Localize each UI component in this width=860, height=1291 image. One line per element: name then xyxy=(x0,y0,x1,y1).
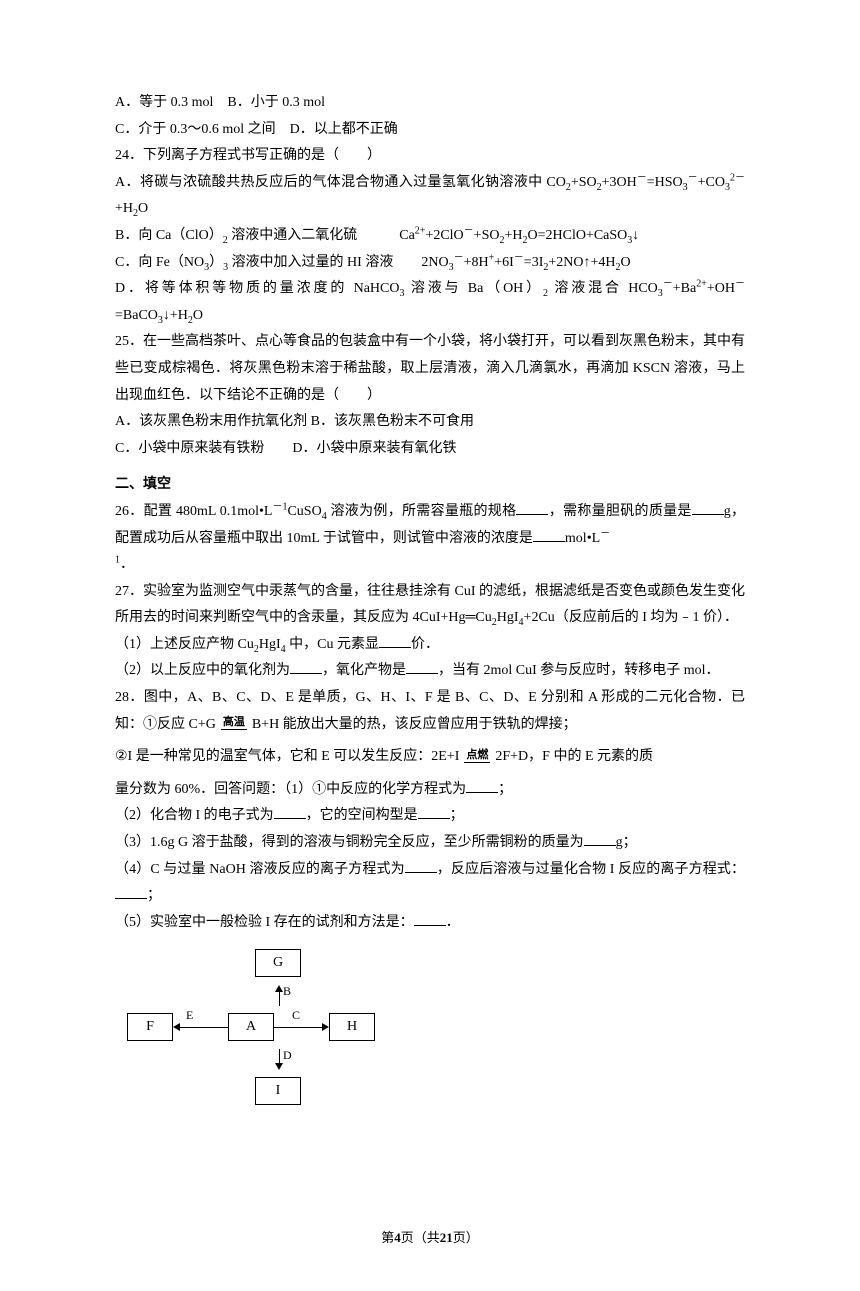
reaction-condition-high-temp: 高温 xyxy=(216,719,252,730)
q25-opt-a-b: A．该灰黑色粉末用作抗氧化剂 B．该灰黑色粉末不可食用 xyxy=(115,414,474,429)
node-f: F xyxy=(127,1013,173,1041)
blank xyxy=(516,500,548,515)
q26: 26．配置 480mL 0.1mol•L－1CuSO4 溶液为例，所需容量瓶的规… xyxy=(115,499,745,579)
q24: 24．下列离子方程式书写正确的是（ ） A．将碳与浓硫酸共热反应后的气体混合物通… xyxy=(115,143,745,329)
arrow-up-icon xyxy=(275,985,283,992)
section-2-title: 二、填空 xyxy=(115,472,745,499)
blank xyxy=(692,500,724,515)
q25-stem: 25．在一些高档茶叶、点心等食品的包装盒中有一个小袋，将小袋打开，可以看到灰黑色… xyxy=(115,334,745,402)
blank xyxy=(466,778,498,793)
q25-opt-c-d: C．小袋中原来装有铁粉 D．小袋中原来装有氧化铁 xyxy=(115,441,456,456)
q23-options: A．等于 0.3 mol B．小于 0.3 mol C．介于 0.3～0.6 m… xyxy=(115,90,745,143)
edge-label-b: B xyxy=(283,980,291,1003)
blank xyxy=(406,659,438,674)
blank xyxy=(418,804,450,819)
q27: 27．实验室为监测空气中汞蒸气的含量，往往悬挂涂有 CuI 的滤纸，根据滤纸是否… xyxy=(115,579,745,685)
node-a: A xyxy=(228,1013,274,1041)
blank xyxy=(405,858,437,873)
blank xyxy=(274,804,306,819)
edge-label-d: D xyxy=(283,1044,292,1067)
arrow-right-icon xyxy=(322,1023,329,1031)
node-i: I xyxy=(255,1077,301,1105)
flowchart-diagram: G B F E A C H D xyxy=(127,948,745,1106)
page-total: 21 xyxy=(440,1230,453,1245)
q23-option-a-b: A．等于 0.3 mol B．小于 0.3 mol xyxy=(115,95,325,110)
blank xyxy=(379,633,411,648)
blank xyxy=(115,884,147,899)
q24-opt-b: B．向 Ca（ClO）2 溶液中通入二氧化硫 Ca2++2ClO－+SO2+H2… xyxy=(115,228,639,243)
q24-opt-a: A．将碳与浓硫酸共热反应后的气体混合物通入过量氢氧化钠溶液中 CO2+SO2+3… xyxy=(115,175,745,217)
q28: 28．图中，A、B、C、D、E 是单质，G、H、I、F 是 B、C、D、E 分别… xyxy=(115,685,745,936)
node-h: H xyxy=(329,1013,375,1041)
blank xyxy=(533,527,565,542)
q24-stem: 24．下列离子方程式书写正确的是（ ） xyxy=(115,148,381,163)
q25: 25．在一些高档茶叶、点心等食品的包装盒中有一个小袋，将小袋打开，可以看到灰黑色… xyxy=(115,329,745,462)
reaction-condition-ignite: 点燃 xyxy=(459,752,495,763)
arrow-left-icon xyxy=(173,1023,180,1031)
blank xyxy=(584,831,616,846)
page-content: A．等于 0.3 mol B．小于 0.3 mol C．介于 0.3～0.6 m… xyxy=(0,0,860,1291)
q24-opt-d: D．将等体积等物质的量浓度的 NaHCO3 溶液与 Ba（OH）2 溶液混合 H… xyxy=(115,281,745,323)
page-footer: 第4页（共21页） xyxy=(115,1226,745,1251)
q24-opt-c: C．向 Fe（NO3）3 溶液中加入过量的 HI 溶液 2NO3－+8H++6I… xyxy=(115,255,631,270)
node-g: G xyxy=(255,949,301,977)
blank xyxy=(414,911,446,926)
arrow-down-icon xyxy=(275,1063,283,1070)
blank xyxy=(290,659,322,674)
q23-option-c-d: C．介于 0.3～0.6 mol 之间 D．以上都不正确 xyxy=(115,122,398,137)
